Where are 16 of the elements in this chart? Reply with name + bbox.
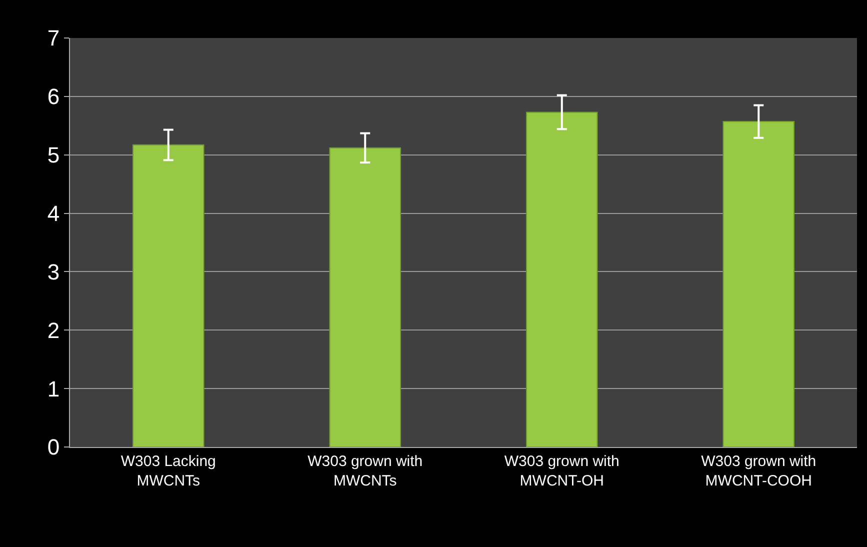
y-tick-label: 0: [47, 434, 60, 460]
y-tick-label: 6: [47, 84, 60, 110]
x-tick-label: W303 grown with MWCNTs: [308, 453, 423, 490]
bar: [132, 144, 204, 447]
y-tick-label: 1: [47, 376, 60, 402]
bar: [722, 121, 795, 447]
y-tick-label: 3: [47, 259, 60, 284]
y-tick-label: 7: [47, 26, 60, 51]
y-tick-label: 4: [47, 200, 60, 226]
y-tick-label: 2: [47, 318, 60, 343]
bar: [329, 147, 402, 447]
y-tick-label: 5: [47, 142, 60, 168]
x-tick-label: W303 grown with MWCNT-OH: [504, 453, 620, 490]
x-tick-label: W303 Lacking MWCNTs: [120, 453, 216, 490]
x-tick-label: W303 grown with MWCNT-COOH: [701, 453, 816, 490]
bar: [526, 112, 598, 447]
